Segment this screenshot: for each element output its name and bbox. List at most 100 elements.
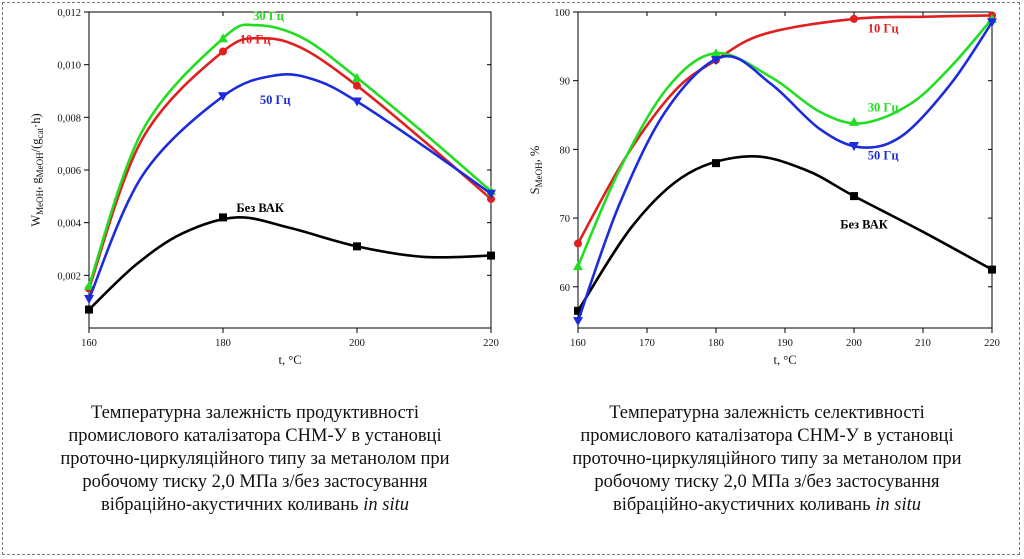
productivity-caption: Температурна залежність продуктивності п… (20, 402, 490, 517)
data-point (84, 295, 94, 305)
series-triangle-down (573, 18, 997, 327)
data-point (353, 81, 361, 90)
caption-text: вібраційно-акустичних коливань (101, 495, 364, 515)
series-annotation: Без ВАК (840, 217, 888, 231)
data-point (218, 33, 228, 43)
y-axis-label-part: MeOH (35, 152, 45, 177)
series-line (87, 23, 493, 288)
data-point (711, 56, 721, 66)
series-line (87, 36, 493, 290)
data-point (353, 242, 361, 251)
caption-line: промислового каталізатора СНМ-У в устано… (68, 426, 442, 446)
y-axis-label-part: MeOH (35, 189, 45, 214)
y-tick-label: 70 (560, 214, 571, 225)
x-tick-label: 180 (708, 338, 724, 349)
caption-line: вібраційно-акустичних коливань in situ (532, 494, 1002, 517)
y-tick-label: 100 (554, 8, 570, 19)
y-axis-label: SMeOH, % (528, 146, 544, 195)
y-tick-label: 0,008 (57, 113, 81, 124)
series-circle (85, 36, 495, 293)
selectivity-chart: 160 170 180 190 200 210 220 60 70 80 90 100 t, °C SMe… (528, 8, 1000, 367)
series-annotation: 50 Гц (868, 149, 899, 163)
caption-line: робочому тиску 2,0 МПа з/без застосуванн… (594, 472, 940, 492)
series-annotation: 50 Гц (260, 93, 291, 107)
x-tick-label: 160 (81, 338, 97, 349)
data-point (711, 48, 721, 58)
series-line (87, 216, 493, 311)
series-triangle-down (84, 73, 496, 305)
productivity-chart: 160 180 200 220 0,002 0,004 0,006 0,008 0,010 0,0… (29, 8, 499, 367)
y-tick-label: 90 (560, 77, 571, 88)
series-circle (574, 11, 996, 248)
caption-text: вібраційно-акустичних коливань (613, 495, 876, 515)
data-point (574, 306, 582, 315)
series-line (576, 154, 994, 313)
y-tick-label: 0,010 (57, 61, 81, 72)
x-axis-label: t, °C (773, 353, 796, 367)
data-point (352, 72, 362, 82)
data-point (352, 97, 362, 107)
caption-line: Температурна залежність селективності (609, 403, 925, 423)
data-point (486, 189, 496, 199)
series-annotation: Без ВАК (236, 201, 284, 215)
caption-line: вібраційно-акустичних коливань in situ (20, 494, 490, 517)
y-tick-label: 60 (560, 283, 571, 294)
data-point (574, 239, 582, 248)
data-point (219, 213, 227, 222)
series-annotation: 10 Гц (240, 33, 271, 47)
caption-line: проточно-циркуляційного типу за метаноло… (60, 449, 450, 469)
y-axis-label: WMeOH, gMeOH/(gcat·h) (29, 113, 45, 226)
x-tick-label: 220 (984, 338, 1000, 349)
data-point (988, 265, 996, 274)
y-tick-label: 0,012 (57, 8, 81, 19)
series-annotation: 30 Гц (253, 9, 284, 23)
plot-frame (577, 11, 993, 329)
x-tick-label: 210 (915, 338, 931, 349)
caption-line: проточно-циркуляційного типу за метаноло… (572, 449, 962, 469)
x-axis-label: t, °C (278, 353, 301, 367)
data-point (849, 116, 859, 126)
series-line (87, 73, 493, 301)
data-point (850, 14, 858, 23)
data-point (218, 92, 228, 102)
y-axis-label-part: , g (29, 177, 43, 190)
series-line (576, 17, 994, 268)
y-tick-label: 0,006 (57, 166, 81, 177)
caption-italic: in situ (875, 495, 921, 515)
x-tick-label: 200 (846, 338, 862, 349)
y-axis-label-part: cat (35, 127, 45, 138)
series-annotation: 10 Гц (868, 22, 899, 36)
series-square (574, 154, 996, 315)
data-point (849, 141, 859, 151)
series-triangle-up (84, 23, 496, 290)
data-point (987, 18, 997, 28)
data-point (487, 194, 495, 203)
plot-frame (88, 11, 492, 329)
y-axis-label-part: S (528, 187, 542, 194)
series-line (576, 21, 994, 323)
x-tick-label: 170 (639, 338, 655, 349)
series-square (85, 213, 495, 314)
data-point (84, 280, 94, 290)
data-point (85, 305, 93, 314)
y-axis-label-part: /(g (29, 138, 43, 153)
series-annotation: 30 Гц (868, 101, 899, 115)
y-axis-label-part: MeOH (534, 162, 544, 187)
data-point (712, 159, 720, 168)
y-axis-label-part: , % (528, 146, 542, 163)
data-point (219, 47, 227, 56)
y-axis-label-part: W (29, 215, 43, 227)
y-tick-label: 0,004 (57, 219, 81, 230)
data-point (850, 192, 858, 201)
x-tick-label: 220 (483, 338, 499, 349)
data-point (573, 261, 583, 271)
caption-italic: in situ (363, 495, 409, 515)
caption-line: Температурна залежність продуктивності (90, 403, 420, 423)
x-tick-label: 190 (777, 338, 793, 349)
y-tick-label: 80 (560, 145, 571, 156)
y-tick-label: 0,002 (57, 271, 81, 282)
caption-line: промислового каталізатора СНМ-У в устано… (580, 426, 954, 446)
data-point (487, 251, 495, 260)
x-tick-label: 160 (570, 338, 586, 349)
